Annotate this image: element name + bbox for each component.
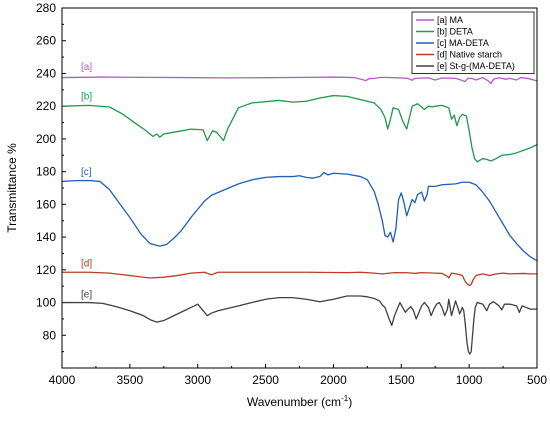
x-tick-label: 3000 bbox=[184, 373, 211, 387]
series-lines bbox=[61, 76, 538, 355]
legend-label: [e] St-g-(MA-DETA) bbox=[437, 61, 515, 71]
x-tick-label: 1500 bbox=[388, 373, 415, 387]
x-tick-label: 2500 bbox=[252, 373, 279, 387]
y-tick-label: 120 bbox=[36, 263, 56, 277]
legend-label: [a] MA bbox=[437, 15, 463, 25]
x-axis-title: Wavenumber (cm-1) bbox=[247, 394, 352, 409]
x-tick-labels: 4000 3500 3000 2500 2000 1500 1000 500 bbox=[49, 373, 548, 387]
x-tick-label: 4000 bbox=[49, 373, 76, 387]
y-tick-label: 80 bbox=[43, 328, 57, 342]
x-axis-title-sup: -1 bbox=[341, 394, 349, 403]
x-axis-title-end: ) bbox=[348, 395, 352, 409]
legend-label: [b] DETA bbox=[437, 27, 473, 37]
x-axis-title-main: Wavenumber (cm bbox=[247, 395, 341, 409]
x-tick-label: 2000 bbox=[320, 373, 347, 387]
legend: [a] MA [b] DETA[c] MA-DETA [d] Native star… bbox=[411, 11, 535, 74]
y-tick-label: 200 bbox=[36, 132, 56, 146]
series-tags: [a] [b] [c] [d] [e] bbox=[81, 62, 92, 300]
legend-label: [d] Native starch bbox=[437, 50, 502, 60]
series-line-1 bbox=[61, 76, 538, 85]
series-line-2 bbox=[61, 94, 538, 163]
series-tag-3: [c] bbox=[81, 167, 92, 178]
x-tick-label: 3500 bbox=[117, 373, 144, 387]
y-tick-label: 260 bbox=[36, 34, 56, 48]
y-tick-label: 240 bbox=[36, 66, 56, 80]
y-tick-label: 220 bbox=[36, 99, 56, 113]
series-line-4 bbox=[62, 271, 537, 287]
series-tag-2: [b] bbox=[81, 92, 92, 103]
x-tick-label: 1000 bbox=[456, 373, 483, 387]
y-axis-title: Transmittance % bbox=[5, 143, 19, 233]
series-tag-1: [a] bbox=[81, 62, 92, 73]
legend-label: [c] MA-DETA bbox=[437, 38, 489, 48]
y-tick-label: 160 bbox=[36, 197, 56, 211]
y-tick-label: 280 bbox=[36, 1, 56, 15]
series-tag-4: [d] bbox=[81, 259, 92, 270]
plot-frame bbox=[61, 7, 538, 369]
series-line-3 bbox=[61, 171, 538, 262]
y-tick-label: 180 bbox=[36, 165, 56, 179]
y-tick-label: 140 bbox=[36, 230, 56, 244]
x-tick-label: 500 bbox=[527, 373, 547, 387]
series-tag-5: [e] bbox=[81, 290, 92, 301]
y-tick-label: 100 bbox=[36, 296, 56, 310]
series-line-5 bbox=[62, 295, 537, 355]
y-tick-labels: 80 100 120 140 160 180 200 220 240 260 280 bbox=[36, 1, 56, 342]
